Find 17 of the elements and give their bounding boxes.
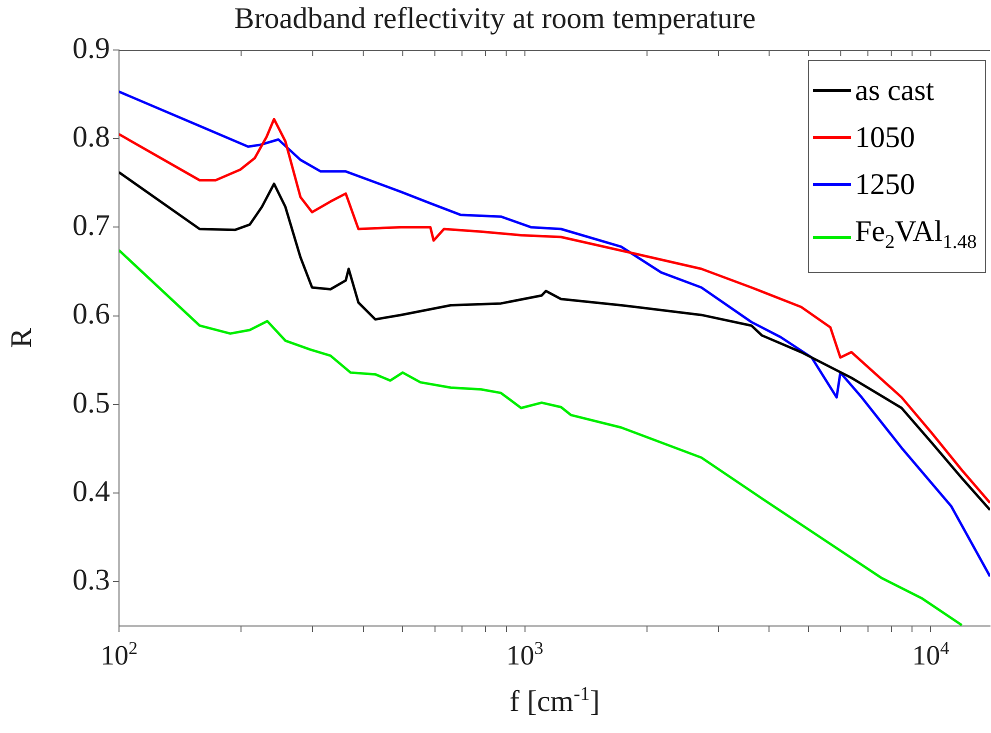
y-axis-title: R — [5, 328, 39, 348]
y-tick-label: 0.3 — [72, 564, 110, 597]
y-tick-label: 0.9 — [72, 32, 110, 65]
legend-label: Fe$_{2}$VAl$_{1.48}$ — [855, 214, 977, 255]
x-axis-title: f [cm$^{-1}$] — [510, 684, 600, 719]
x-tick-label: 10$^{3}$ — [506, 638, 544, 672]
legend-label: 1050 — [855, 120, 915, 156]
legend-label: 1250 — [855, 167, 915, 203]
y-tick-label: 0.6 — [72, 298, 110, 331]
x-tick-label: 10$^{4}$ — [912, 638, 950, 672]
chart-title: Broadband reflectivity at room temperature — [234, 2, 756, 35]
y-tick-label: 0.7 — [72, 209, 110, 242]
y-tick-label: 0.8 — [72, 120, 110, 154]
x-tick-label: 10$^{2}$ — [100, 638, 138, 672]
legend-label: as cast — [855, 73, 934, 109]
y-tick-label: 0.4 — [72, 474, 110, 508]
y-tick-label: 0.5 — [72, 386, 110, 420]
